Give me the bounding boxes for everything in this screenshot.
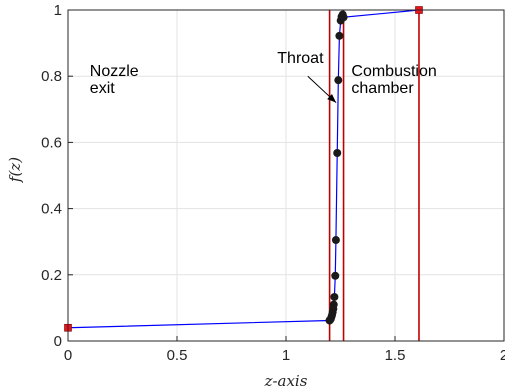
region-boundary-lines bbox=[328, 10, 420, 341]
data-point bbox=[331, 236, 340, 245]
data-point bbox=[339, 13, 348, 22]
x-axis-label: z-axis bbox=[264, 372, 308, 390]
y-tick-label: 0.8 bbox=[41, 68, 62, 85]
x-tick-label: 1.5 bbox=[385, 347, 406, 364]
arrow-head bbox=[327, 93, 337, 103]
x-tick-label: 0.5 bbox=[167, 347, 188, 364]
data-point bbox=[334, 76, 343, 85]
y-tick-label: 1 bbox=[54, 2, 62, 19]
data-point bbox=[333, 148, 342, 157]
y-axis-label: f(z) bbox=[6, 157, 24, 183]
data-point bbox=[331, 271, 340, 280]
y-tick-label: 0.6 bbox=[41, 134, 62, 151]
y-tick-label: 0.2 bbox=[41, 267, 62, 284]
data-point bbox=[329, 300, 338, 309]
y-tick-label: 0.4 bbox=[41, 201, 62, 218]
x-tick-label: 2 bbox=[500, 347, 505, 364]
series-line bbox=[67, 9, 420, 329]
x-tick-label: 0 bbox=[64, 347, 72, 364]
x-tick-label: 1 bbox=[282, 347, 290, 364]
annotation-text: Nozzle exit bbox=[90, 63, 139, 97]
data-point bbox=[335, 31, 344, 40]
axis-ticks: 0 0.5 1 1.5 2 0 0.2 0.4 0.6 0.8 1 bbox=[41, 2, 505, 364]
data-point bbox=[330, 292, 339, 301]
data-series bbox=[64, 6, 423, 332]
annotation-text: Throat bbox=[277, 50, 324, 67]
annotations: Throat Nozzle exit Combustion chamber bbox=[90, 50, 437, 104]
annotation-text: Combustion chamber bbox=[351, 63, 436, 97]
y-tick-label: 0 bbox=[54, 333, 62, 350]
